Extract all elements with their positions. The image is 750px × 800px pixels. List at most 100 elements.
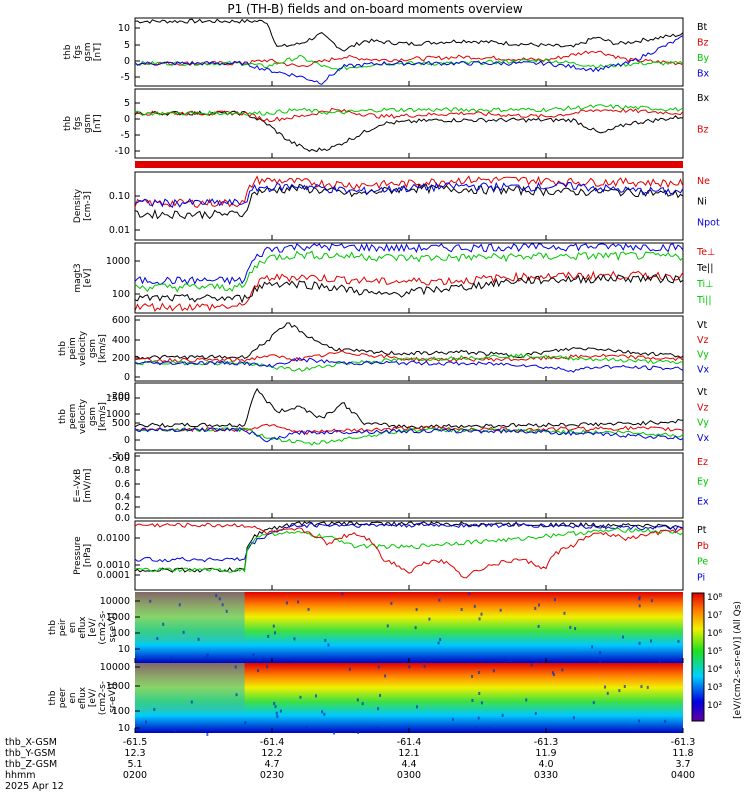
spectrogram-pixel xyxy=(471,698,474,702)
y-axis-label: thb xyxy=(58,341,68,356)
x-axis-value: 0400 xyxy=(671,770,695,781)
x-axis-row-label: thb_Y-GSM xyxy=(5,748,56,759)
spectrogram-pixel xyxy=(149,599,152,603)
spectrogram-pixel xyxy=(379,693,382,697)
legend-entry: Vx xyxy=(697,364,709,375)
colorbar-title: [eV/(cm2-s-sr-eV)] (All Qs) xyxy=(733,601,743,719)
legend-entry: Bx xyxy=(697,93,710,104)
x-axis-value: 11.9 xyxy=(535,748,556,759)
y-tick-label: 0.0 xyxy=(115,513,130,524)
spectrogram-pixel xyxy=(650,599,653,603)
status-bar xyxy=(135,161,683,168)
spectrogram-pixel xyxy=(534,711,537,715)
spectrogram-pixel xyxy=(357,730,360,734)
y-tick-label: 10 xyxy=(118,23,130,34)
spectrogram-pixel xyxy=(377,707,380,711)
legend-entry: Ti|| xyxy=(696,295,712,306)
y-axis-label: magt3 xyxy=(73,263,83,292)
spectrogram-pixel xyxy=(324,638,327,642)
x-axis-row-label: thb_X-GSM xyxy=(5,737,57,748)
plot-area xyxy=(134,88,684,159)
spectrogram-pixel xyxy=(621,635,624,639)
y-axis-label: gsm xyxy=(83,42,93,61)
spectrogram-pixel xyxy=(604,685,607,689)
legend-entry: Vy xyxy=(697,350,709,361)
spectrogram-pixel xyxy=(206,732,209,736)
legend-entry: Bz xyxy=(697,38,709,49)
legend-entry: Ne xyxy=(697,176,710,187)
colorbar-tick: 10⁸ xyxy=(707,593,722,603)
spectrogram-pixel xyxy=(294,657,297,661)
series-line-Bx xyxy=(134,35,684,85)
spectrogram-pixel xyxy=(504,656,507,660)
spectrogram-pixel xyxy=(618,689,621,693)
spectrogram-pixel xyxy=(170,656,173,660)
spectrogram-pixel xyxy=(321,710,324,714)
plot-area xyxy=(134,171,684,241)
y-tick-label: 0.0100 xyxy=(97,533,130,544)
colorbar xyxy=(691,592,705,722)
spectrogram-pixel xyxy=(252,653,255,657)
legend-entry: Pb xyxy=(697,541,709,552)
y-axis-label: thb xyxy=(63,116,73,131)
spectrogram-pixel xyxy=(563,611,566,615)
series-line-Vy xyxy=(134,353,684,372)
y-axis-label: thb xyxy=(48,620,58,635)
x-axis-value: 4.0 xyxy=(538,759,553,770)
colorbar-tick: 10² xyxy=(707,701,722,711)
spectrogram-pixel xyxy=(153,708,156,712)
y-axis-label: fgs xyxy=(73,45,83,59)
y-tick-label: -5 xyxy=(121,72,130,83)
spectrogram-pixel xyxy=(415,608,418,612)
legend-entry: Vx xyxy=(697,433,709,444)
y-tick-label: 100 xyxy=(112,628,130,639)
panel-0: 10 5 0 -5 thb fgs gsm [nT] Bt Bz By Bx xyxy=(63,17,710,87)
spectrogram-pixel xyxy=(356,698,359,702)
colorbar-tick: 10⁵ xyxy=(707,647,722,657)
legend-entry: Ey xyxy=(697,477,709,488)
spectrogram-pixel xyxy=(327,643,330,647)
spectrogram-pixel xyxy=(218,597,221,601)
y-tick-label: 0 xyxy=(124,56,130,67)
y-axis-label: [mV/m] xyxy=(83,469,93,503)
y-tick-label: 0 xyxy=(124,372,130,383)
x-axis-value: 3.7 xyxy=(675,759,690,770)
spectrogram-pixel xyxy=(488,726,491,730)
legend-entry: Vy xyxy=(697,418,709,429)
spectrogram-pixel xyxy=(501,713,504,717)
spectrogram-pixel xyxy=(638,597,641,601)
x-axis-value: 5.1 xyxy=(127,759,142,770)
plot-area xyxy=(134,452,684,519)
y-tick-label: 600 xyxy=(112,315,130,326)
spectrogram-pixel xyxy=(266,665,269,669)
spectrogram-pixel xyxy=(591,645,594,649)
spectrogram-region xyxy=(135,663,245,712)
plot-area xyxy=(134,315,684,382)
spectrogram-pixel xyxy=(477,671,480,675)
y-axis-label: [eV/ xyxy=(88,617,98,636)
spectrogram-pixel xyxy=(390,601,393,605)
spectrogram-pixel xyxy=(375,726,378,730)
spectrogram-pixel xyxy=(408,665,411,669)
legend-entry: Bz xyxy=(697,125,709,136)
y-axis-label: eflux xyxy=(78,686,88,709)
legend-entry: Bx xyxy=(697,69,710,80)
series-line-Bz xyxy=(134,107,684,123)
x-axis-value: 12.1 xyxy=(398,748,419,759)
spectrogram-pixel xyxy=(478,691,481,695)
y-tick-label: 0 xyxy=(124,114,130,125)
series-line-Ne xyxy=(134,175,684,208)
spectrogram-pixel xyxy=(646,685,649,689)
spectrogram-pixel xyxy=(384,674,387,678)
spectrogram-pixel xyxy=(534,606,537,610)
spectrogram-region xyxy=(135,592,245,642)
spectrogram-pixel xyxy=(480,612,483,616)
x-axis-row-label: hhmm xyxy=(5,770,36,781)
x-axis-value: -61.3 xyxy=(671,737,696,748)
x-axis-value: 4.7 xyxy=(264,759,279,770)
legend-entry: Pi xyxy=(697,572,705,583)
spectrogram-pixel xyxy=(480,701,483,705)
y-axis-label: Pressure xyxy=(73,536,83,575)
spectrogram-pixel xyxy=(677,639,680,643)
